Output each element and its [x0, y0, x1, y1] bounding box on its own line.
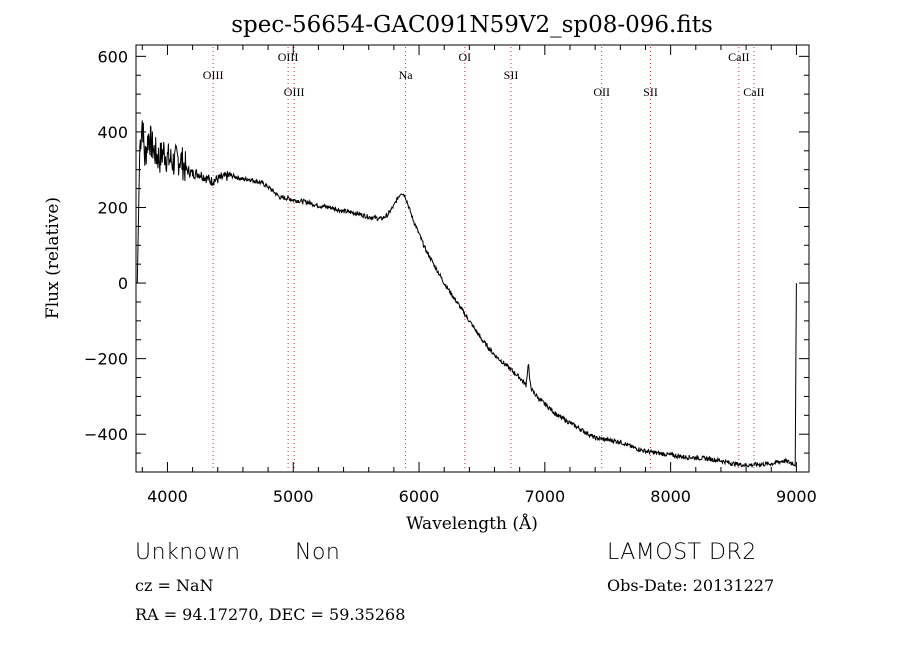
- y-tick-label: −400: [84, 425, 128, 444]
- spectral-subclass: Non: [295, 540, 341, 565]
- spectral-line-label: CaII: [743, 85, 764, 99]
- y-tick-labels: −400 −200 0 200 400 600: [84, 47, 128, 444]
- x-tick-label: 5000: [273, 487, 314, 506]
- y-tick-label: 400: [97, 123, 128, 142]
- spectral-class: Unknown: [135, 540, 241, 565]
- spectral-line-label: OIII: [278, 50, 299, 64]
- spectral-line-label: OII: [593, 85, 610, 99]
- spectral-line-label: SII: [504, 68, 519, 82]
- y-axis-label: Flux (relative): [43, 197, 63, 319]
- spectral-line-label: OI: [458, 50, 471, 64]
- axis-ticks: [136, 45, 809, 473]
- sky-coordinates: RA = 94.17270, DEC = 59.35268: [135, 605, 406, 624]
- chart-title: spec-56654-GAC091N59V2_sp08-096.fits: [231, 12, 713, 38]
- spectrum-line: [136, 120, 797, 469]
- spectral-line-markers: [212, 47, 755, 470]
- x-axis-label: Wavelength (Å): [406, 513, 538, 534]
- observation-date: Obs-Date: 20131227: [607, 576, 775, 595]
- survey-name: LAMOST DR2: [607, 540, 757, 565]
- redshift-cz: cz = NaN: [135, 576, 214, 595]
- y-tick-label: 0: [118, 274, 128, 293]
- spectral-line-label: OIII: [284, 85, 305, 99]
- spectral-line-label: Na: [399, 68, 414, 82]
- y-tick-label: −200: [84, 350, 128, 369]
- plot-frame: [135, 44, 810, 473]
- x-tick-label: 7000: [524, 487, 565, 506]
- spectral-line-label: CaII: [728, 50, 749, 64]
- spectral-line-label: SII: [643, 85, 658, 99]
- x-tick-label: 8000: [650, 487, 691, 506]
- x-tick-label: 4000: [147, 487, 188, 506]
- spectral-line-label: OIII: [203, 68, 224, 82]
- y-tick-label: 200: [97, 198, 128, 217]
- x-tick-labels: 4000 5000 6000 7000 8000 9000: [147, 487, 817, 506]
- spectral-line-labels: OIII OIII OIII Na OI SII OII SII CaII CaII: [203, 50, 765, 99]
- y-tick-label: 600: [97, 47, 128, 66]
- x-tick-label: 6000: [399, 487, 440, 506]
- x-tick-label: 9000: [776, 487, 817, 506]
